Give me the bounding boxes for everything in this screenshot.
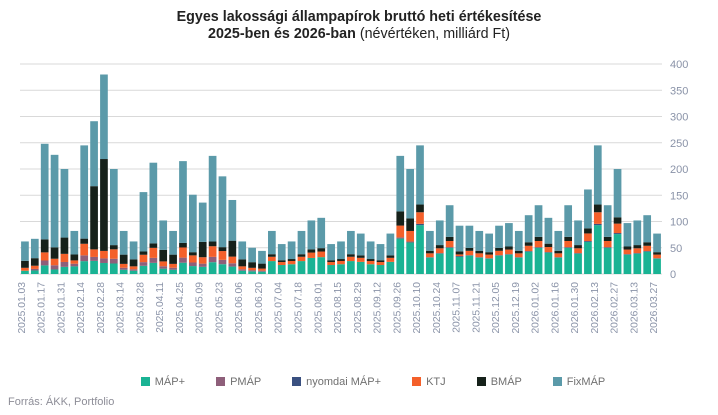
svg-text:2025.05.23: 2025.05.23 bbox=[214, 282, 225, 334]
svg-text:0: 0 bbox=[670, 269, 676, 281]
svg-text:2025.02.28: 2025.02.28 bbox=[96, 282, 107, 334]
svg-text:100: 100 bbox=[670, 217, 688, 229]
svg-text:2025.09.26: 2025.09.26 bbox=[392, 282, 403, 334]
svg-text:2026.02.13: 2026.02.13 bbox=[590, 282, 601, 334]
svg-text:2025.01.31: 2025.01.31 bbox=[56, 282, 67, 334]
svg-text:2025.11.07: 2025.11.07 bbox=[452, 282, 463, 333]
svg-text:2025.06.06: 2025.06.06 bbox=[234, 282, 245, 334]
svg-text:2025.12.05: 2025.12.05 bbox=[491, 282, 502, 334]
svg-text:2025.07.04: 2025.07.04 bbox=[274, 282, 285, 334]
svg-text:2026.03.13: 2026.03.13 bbox=[629, 282, 640, 334]
svg-text:2025.03.14: 2025.03.14 bbox=[116, 282, 127, 334]
svg-text:400: 400 bbox=[670, 59, 688, 71]
svg-text:2026.01.16: 2026.01.16 bbox=[550, 282, 561, 334]
svg-text:2025.05.09: 2025.05.09 bbox=[195, 282, 206, 334]
svg-text:2026.01.02: 2026.01.02 bbox=[531, 282, 542, 334]
svg-text:2025.01.03: 2025.01.03 bbox=[17, 282, 28, 334]
svg-text:2026.03.27: 2026.03.27 bbox=[649, 282, 660, 334]
svg-text:2025.12.19: 2025.12.19 bbox=[511, 282, 522, 334]
svg-text:150: 150 bbox=[670, 190, 688, 202]
svg-text:300: 300 bbox=[670, 112, 688, 124]
svg-text:2025.09.12: 2025.09.12 bbox=[373, 282, 384, 334]
svg-text:2025.10.10: 2025.10.10 bbox=[412, 282, 423, 334]
svg-text:2025.08.01: 2025.08.01 bbox=[313, 282, 324, 334]
svg-text:2025.01.17: 2025.01.17 bbox=[37, 282, 48, 334]
svg-text:350: 350 bbox=[670, 85, 688, 97]
svg-text:2025.02.14: 2025.02.14 bbox=[76, 282, 87, 334]
svg-text:250: 250 bbox=[670, 138, 688, 150]
svg-text:2025.08.29: 2025.08.29 bbox=[353, 282, 364, 334]
svg-text:50: 50 bbox=[670, 243, 682, 255]
svg-text:2025.06.20: 2025.06.20 bbox=[254, 282, 265, 334]
svg-text:2025.04.25: 2025.04.25 bbox=[175, 282, 186, 334]
svg-text:2025.04.11: 2025.04.11 bbox=[155, 282, 166, 333]
svg-text:2025.03.28: 2025.03.28 bbox=[135, 282, 146, 334]
svg-text:200: 200 bbox=[670, 164, 688, 176]
svg-text:2025.10.24: 2025.10.24 bbox=[432, 282, 443, 334]
svg-text:2026.01.30: 2026.01.30 bbox=[570, 282, 581, 334]
svg-text:2025.07.18: 2025.07.18 bbox=[293, 282, 304, 334]
svg-text:2026.02.27: 2026.02.27 bbox=[610, 282, 621, 334]
svg-text:2025.08.15: 2025.08.15 bbox=[333, 282, 344, 334]
svg-text:2025.11.21: 2025.11.21 bbox=[471, 282, 482, 333]
